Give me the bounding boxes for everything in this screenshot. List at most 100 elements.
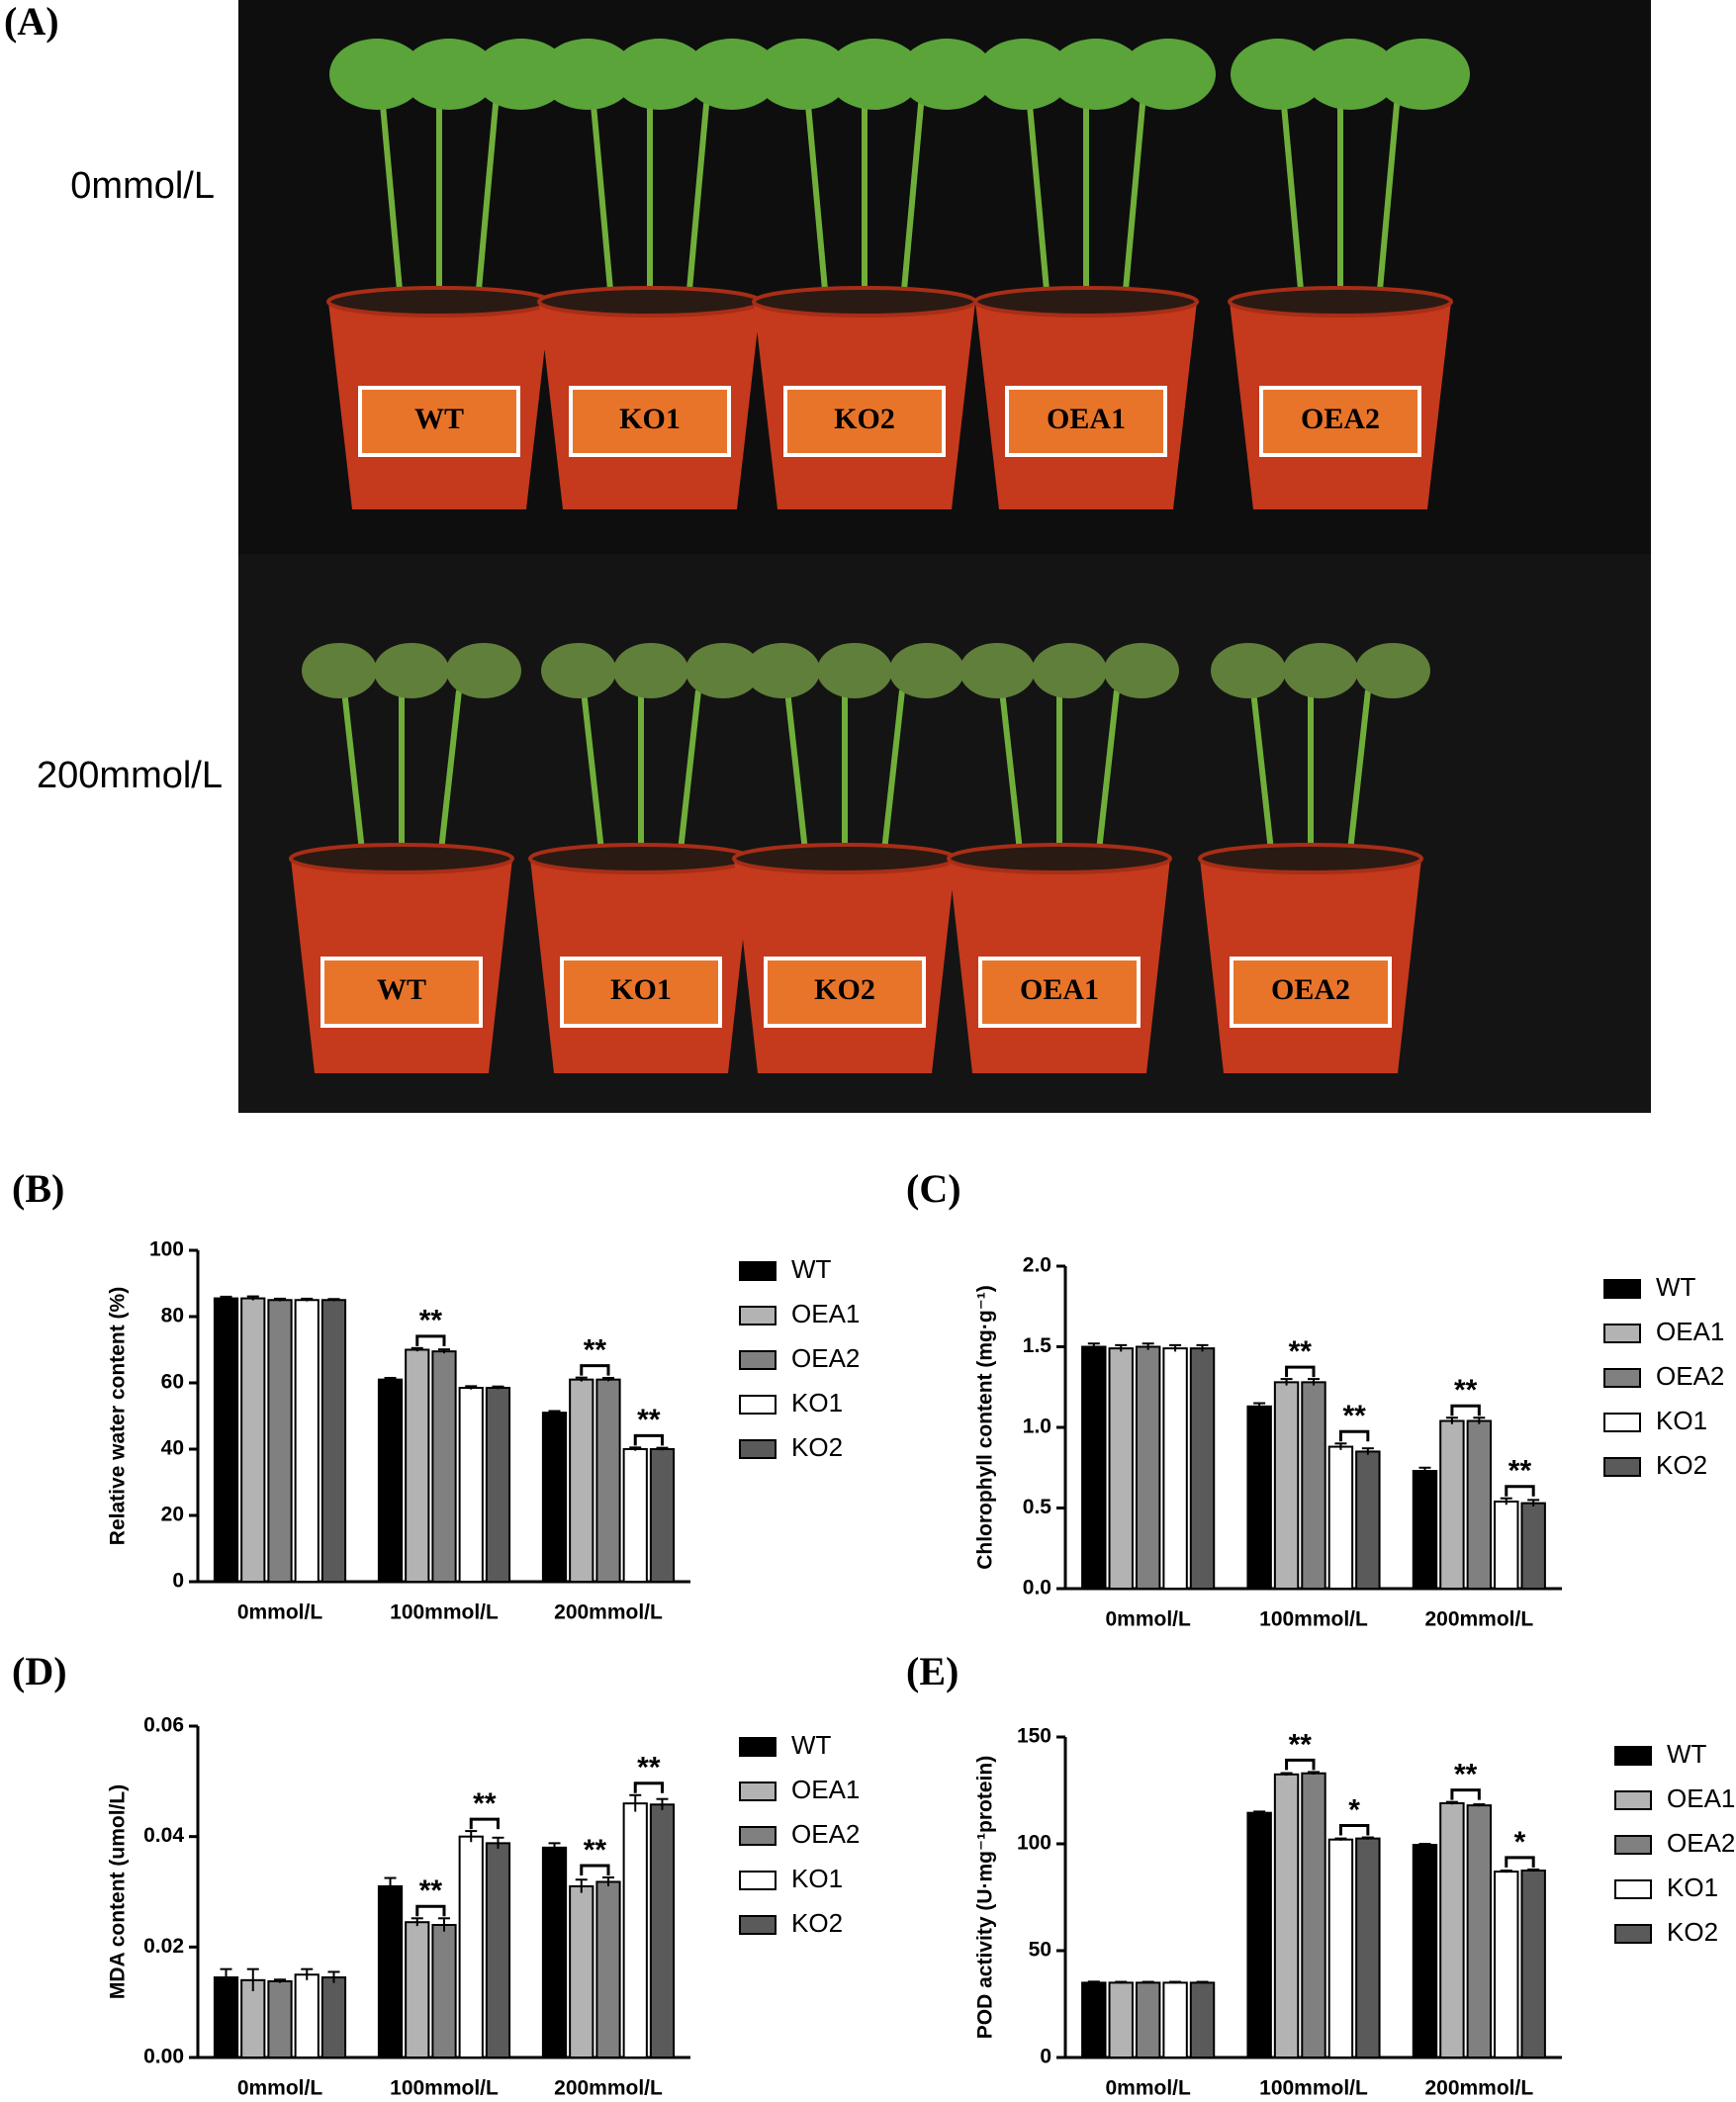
error-bar	[1334, 1837, 1347, 1841]
error-bar	[1169, 1980, 1182, 1984]
significance-bracket	[415, 1904, 446, 1917]
plant-stem	[1280, 93, 1306, 313]
error-bar	[575, 1878, 588, 1893]
plant-stem	[341, 689, 367, 869]
pot-label-box	[978, 957, 1141, 1028]
bar	[595, 1880, 621, 2058]
significance-bracket	[1505, 1485, 1535, 1497]
legend-label: KO1	[791, 1864, 843, 1893]
legend-label: OEA1	[791, 1775, 860, 1804]
pot-label-box	[320, 957, 483, 1028]
bar	[431, 1924, 457, 2058]
legend-label: KO1	[1667, 1873, 1718, 1902]
bar	[320, 1976, 347, 2058]
bar	[458, 1835, 484, 2058]
bar	[405, 1348, 430, 1583]
plant-leaf	[613, 643, 688, 698]
pot-rim	[732, 843, 958, 874]
pot-label: OEA1	[1047, 403, 1126, 435]
pot-label: KO1	[619, 403, 681, 435]
pot-rim	[947, 843, 1172, 874]
bar	[377, 1378, 404, 1584]
error-bar	[1087, 1980, 1100, 1984]
plant-leaf	[1211, 643, 1286, 698]
bar	[1135, 1981, 1161, 2059]
legend-label: KO2	[1667, 1917, 1718, 1947]
error-bar	[1280, 1772, 1293, 1777]
bar	[1162, 1981, 1188, 2059]
error-bar	[1334, 1442, 1347, 1450]
panel-label: (E)	[906, 1649, 959, 1693]
y-tick-label: 0.5	[1023, 1496, 1052, 1518]
error-bar	[1308, 1771, 1320, 1776]
plant-stem	[899, 93, 925, 313]
y-axis-title: POD activity (U·mg⁻¹protein)	[974, 1756, 997, 2039]
bar	[405, 1921, 430, 2059]
bar	[485, 1842, 511, 2059]
error-bar	[1473, 1417, 1486, 1424]
y-tick-label: 60	[161, 1371, 184, 1394]
legend-label: KO2	[791, 1432, 843, 1462]
x-tick-label: 100mmol/L	[1259, 2077, 1368, 2100]
pot-rim	[289, 843, 514, 874]
error-bar	[1473, 1803, 1486, 1807]
plant-leaf	[976, 39, 1071, 110]
legend-swatch	[739, 1350, 777, 1370]
error-bar	[1142, 1980, 1154, 1984]
bar	[1081, 1345, 1107, 1590]
pot-label: KO2	[814, 973, 875, 1006]
bar	[1189, 1347, 1216, 1590]
plant-leaf	[329, 39, 424, 110]
legend-swatch	[1603, 1324, 1641, 1343]
x-tick-label: 200mmol/L	[1424, 1608, 1533, 1631]
pot-label-box	[569, 386, 731, 457]
pot-rim	[973, 286, 1199, 318]
pot-rim	[326, 286, 552, 318]
panel-label: (A)	[4, 0, 59, 44]
plant-stem	[581, 689, 606, 869]
bar	[1135, 1345, 1161, 1590]
x-tick-label: 200mmol/L	[554, 1601, 663, 1624]
legend-label: KO1	[1656, 1406, 1707, 1435]
x-tick-label: 0mmol/L	[237, 2077, 323, 2100]
pot-rim	[537, 286, 763, 318]
bar	[320, 1299, 347, 1583]
significance-label: *	[1514, 1826, 1526, 1859]
plant-stem	[1121, 93, 1146, 313]
pot-label: KO2	[834, 403, 895, 435]
significance-label: **	[1454, 1374, 1478, 1407]
legend-swatch	[1614, 1924, 1652, 1944]
legend-label: OEA1	[1656, 1317, 1724, 1346]
error-bar	[1527, 1499, 1540, 1507]
error-bar	[246, 1295, 259, 1301]
bar	[569, 1884, 594, 2058]
plant-stem	[1375, 93, 1401, 313]
bar	[649, 1803, 676, 2058]
bar	[541, 1846, 568, 2059]
plant-stem	[676, 689, 701, 869]
error-bar	[301, 1297, 314, 1302]
legend-swatch	[1603, 1413, 1641, 1432]
error-bar	[1115, 1980, 1128, 1984]
significance-bracket	[580, 1864, 610, 1875]
bar	[485, 1387, 511, 1584]
error-bar	[1087, 1342, 1100, 1350]
error-bar	[301, 1967, 314, 1980]
plant-stem	[804, 93, 830, 313]
plant-stem	[1094, 689, 1120, 869]
significance-label: **	[419, 1874, 443, 1907]
significance-bracket	[633, 1433, 664, 1446]
error-bar	[492, 1385, 504, 1390]
pot-rim	[1228, 286, 1453, 318]
plant-stem	[685, 93, 710, 313]
bar	[1494, 1500, 1519, 1590]
legend-swatch	[1603, 1368, 1641, 1388]
pot-label: WT	[377, 973, 426, 1006]
legend-swatch	[1614, 1746, 1652, 1766]
legend-label: WT	[1667, 1739, 1707, 1769]
legend-label: KO2	[791, 1908, 843, 1938]
plant-leaf	[755, 39, 850, 110]
bar	[294, 1299, 320, 1583]
error-bar	[1418, 1466, 1431, 1475]
